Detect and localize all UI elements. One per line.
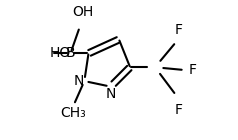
Text: N: N <box>74 74 84 88</box>
Text: F: F <box>175 23 183 37</box>
Text: OH: OH <box>72 5 94 19</box>
Text: HO: HO <box>50 46 71 60</box>
Text: F: F <box>175 103 183 117</box>
Text: F: F <box>188 63 196 77</box>
Text: N: N <box>105 87 116 101</box>
Text: B: B <box>66 46 75 60</box>
Text: CH₃: CH₃ <box>60 106 86 120</box>
